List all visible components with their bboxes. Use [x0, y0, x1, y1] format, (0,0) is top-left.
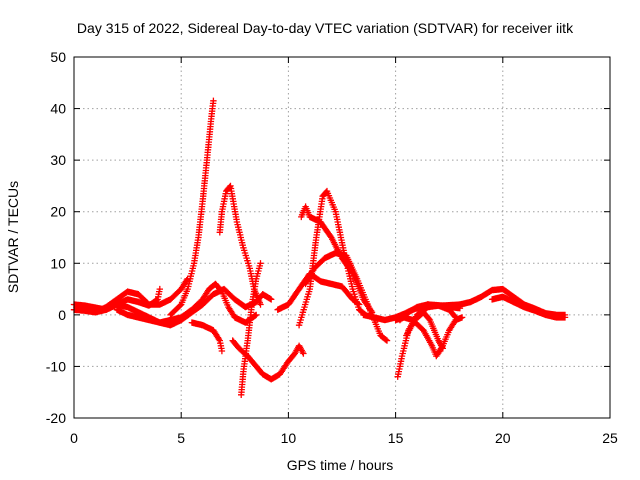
series-markers	[488, 293, 569, 321]
plot-frame	[73, 56, 611, 419]
y-tick-label: 20	[50, 204, 66, 220]
x-tick-labels: 0 5 10 15 20 25	[70, 430, 618, 446]
x-tick-label: 15	[388, 430, 404, 446]
y-tick-label: -10	[46, 358, 66, 374]
series-arc-13	[302, 249, 391, 344]
chart-title: Day 315 of 2022, Sidereal Day-to-day VTE…	[77, 20, 574, 36]
grid-lines	[74, 57, 610, 418]
series-arc-8	[229, 337, 307, 383]
x-tick-label: 25	[602, 430, 618, 446]
x-tick-label: 10	[281, 430, 297, 446]
series-markers	[403, 309, 446, 352]
series-markers	[188, 319, 226, 355]
series-arc-17	[392, 314, 466, 360]
series-markers	[167, 97, 217, 319]
y-axis-label: SDTVAR / TECUs	[5, 181, 21, 293]
y-tick-label: 30	[50, 152, 66, 168]
series-markers	[113, 280, 260, 326]
axis-ticks	[73, 56, 611, 419]
y-tick-label: -20	[46, 410, 66, 426]
series-arc-4	[113, 280, 260, 326]
series-arc-6	[188, 319, 226, 355]
series-markers	[92, 275, 191, 316]
series-arc-3	[92, 275, 191, 316]
series-arc-5	[167, 97, 217, 319]
series-arc-9	[238, 260, 264, 398]
series-arc-18	[403, 309, 446, 352]
y-tick-label: 50	[50, 49, 66, 65]
series-markers	[392, 314, 466, 360]
y-tick-label: 40	[50, 101, 66, 117]
y-tick-labels: -20 -10 0 10 20 30 40 50	[46, 49, 66, 426]
x-axis-label: GPS time / hours	[287, 457, 394, 473]
x-tick-label: 5	[177, 430, 185, 446]
series-markers	[302, 249, 391, 344]
y-tick-label: 0	[58, 307, 66, 323]
y-tick-label: 10	[50, 255, 66, 271]
x-tick-label: 20	[495, 430, 511, 446]
x-tick-label: 0	[70, 430, 78, 446]
series-arc-19	[488, 293, 569, 321]
data-series	[70, 97, 569, 398]
series-markers	[238, 260, 264, 398]
series-markers	[229, 337, 307, 383]
